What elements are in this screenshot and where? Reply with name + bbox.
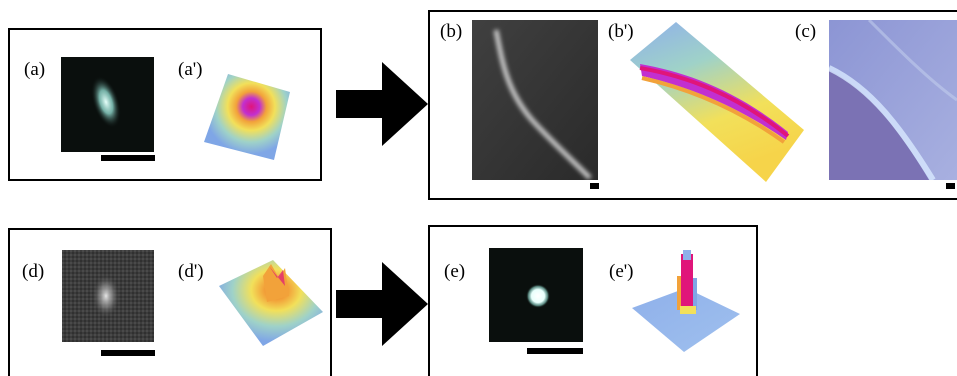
fluorescence-image-a <box>61 57 154 152</box>
label-c: (c) <box>795 21 817 42</box>
right-arrow-icon <box>336 262 428 346</box>
grayscale-image-d <box>62 250 154 342</box>
label-d: (d) <box>22 261 45 282</box>
label-a-prime: (a') <box>178 59 203 80</box>
label-b: (b) <box>440 21 463 42</box>
label-e-prime: (e') <box>609 261 634 282</box>
scale-bar-e <box>527 348 583 354</box>
photo-image-c <box>829 20 957 180</box>
scale-bar-c <box>946 183 955 189</box>
grayscale-image-b <box>472 20 598 180</box>
scale-bar-d <box>101 350 155 356</box>
surface-plot-a-prime <box>198 70 298 162</box>
label-a: (a) <box>24 59 46 80</box>
label-d-prime: (d') <box>178 261 204 282</box>
surface-plot-d-prime <box>213 256 325 348</box>
surface-plot-b-prime <box>626 20 806 185</box>
scale-bar-b <box>590 183 599 189</box>
scale-bar-a <box>101 155 155 161</box>
label-b-prime: (b') <box>608 21 634 42</box>
fluorescence-image-e <box>489 248 583 342</box>
surface-plot-e-prime <box>628 246 743 356</box>
label-e: (e) <box>444 261 466 282</box>
right-arrow-icon <box>336 62 428 146</box>
